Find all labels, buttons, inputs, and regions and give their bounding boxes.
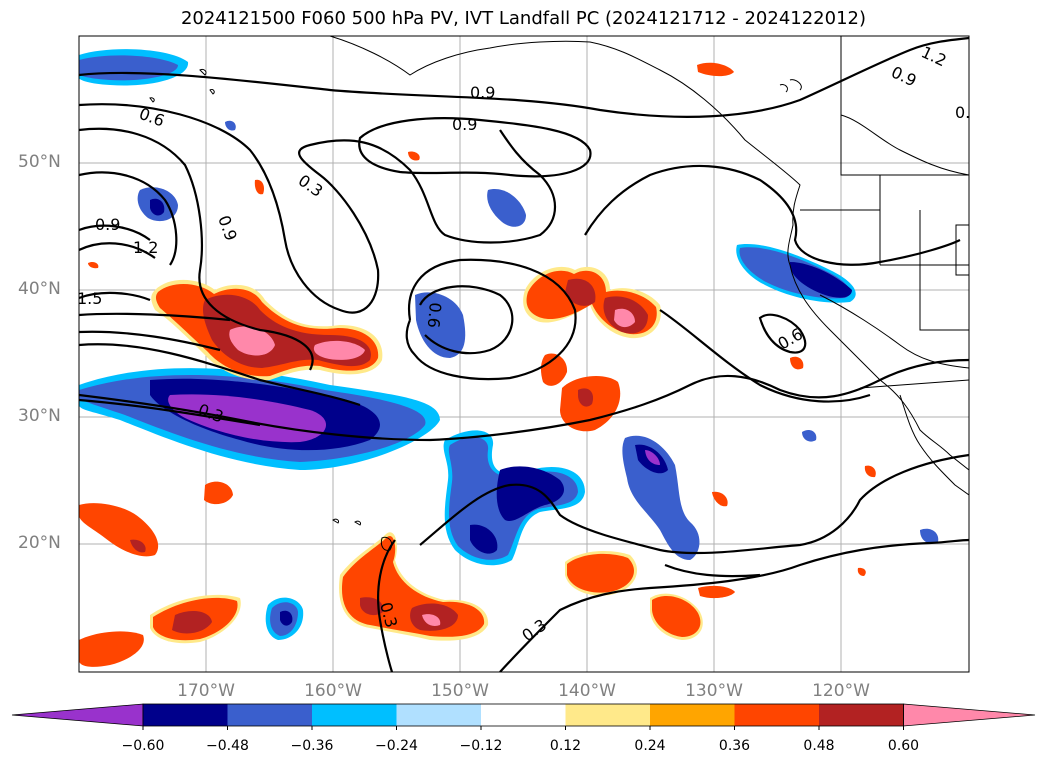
- colorbar-tick-label: −0.24: [375, 738, 418, 754]
- contour-label: 1.5: [77, 289, 102, 308]
- colorbar-tick-label: −0.60: [121, 738, 165, 754]
- lat-label: 50°N: [18, 152, 61, 172]
- lon-label: 130°W: [685, 681, 743, 701]
- colorbar-tick-label: −0.48: [206, 738, 249, 754]
- lon-label: 120°W: [812, 681, 870, 701]
- lat-label: 40°N: [18, 279, 61, 299]
- contour-label: 0.9: [452, 115, 477, 134]
- contour-label: 0.6: [424, 302, 445, 329]
- colorbar: [11, 703, 1036, 730]
- colorbar-tick-label: −0.12: [459, 738, 503, 754]
- lon-label: 160°W: [304, 681, 362, 701]
- map-title: 2024121500 F060 500 hPa PV, IVT Landfall…: [180, 8, 867, 29]
- contour-label: 0.9: [95, 215, 120, 234]
- colorbar-tick-label: 0.48: [803, 738, 835, 754]
- colorbar-tick-label: 0.12: [549, 738, 582, 754]
- colorbar-tick-label: 0.60: [887, 738, 920, 754]
- contour-label: 0.9: [470, 83, 495, 102]
- lat-label: 30°N: [18, 406, 61, 426]
- coastlines: [149, 36, 969, 551]
- colorbar-tick-label: 0.24: [634, 738, 666, 754]
- lon-label: 170°W: [177, 681, 235, 701]
- lon-label: 140°W: [558, 681, 616, 701]
- contour-label: 0.6: [955, 103, 980, 122]
- lon-label: 150°W: [431, 681, 489, 701]
- lat-label: 20°N: [18, 533, 61, 553]
- colorbar-tick-label: −0.36: [290, 738, 334, 754]
- contour-label: 1.2: [133, 238, 158, 257]
- colorbar-tick-label: 0.36: [718, 738, 751, 754]
- plot-border: [78, 35, 970, 673]
- pv-contours: [79, 36, 969, 672]
